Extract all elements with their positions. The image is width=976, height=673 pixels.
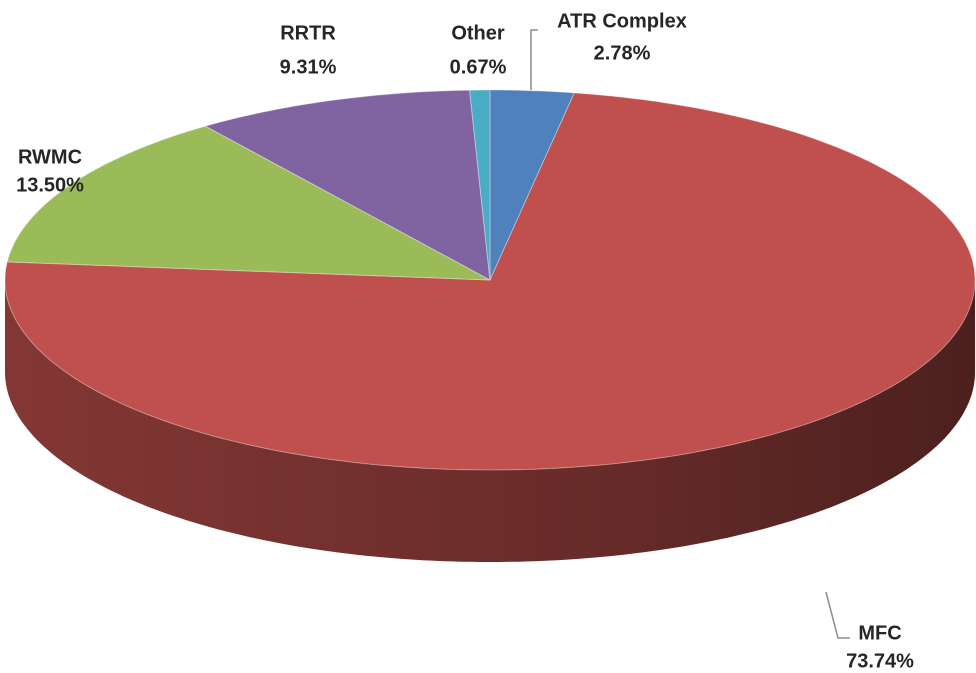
pie [4,89,976,562]
label-group: ATR Complex 2.78% MFC 73.74% RWMC 13.50%… [16,10,914,672]
slice [469,89,491,281]
category-label: RWMC [18,146,82,168]
slice [4,92,976,471]
category-label: ATR Complex [557,10,687,32]
leader-line [825,591,850,639]
value-label: 73.74% [846,650,914,672]
leader-line [530,29,538,90]
slice [204,89,491,281]
slice [6,125,491,281]
value-label: 0.67% [450,56,507,78]
category-label: MFC [858,622,901,644]
category-label: RRTR [280,22,336,44]
slice-side-shade [5,280,975,562]
value-label: 13.50% [16,174,84,196]
value-label: 2.78% [594,42,651,64]
category-label: Other [451,22,505,44]
value-label: 9.31% [280,56,337,78]
slice [489,89,576,281]
